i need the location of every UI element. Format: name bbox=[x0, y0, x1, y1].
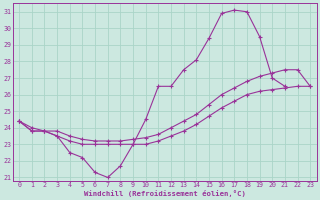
X-axis label: Windchill (Refroidissement éolien,°C): Windchill (Refroidissement éolien,°C) bbox=[84, 190, 246, 197]
